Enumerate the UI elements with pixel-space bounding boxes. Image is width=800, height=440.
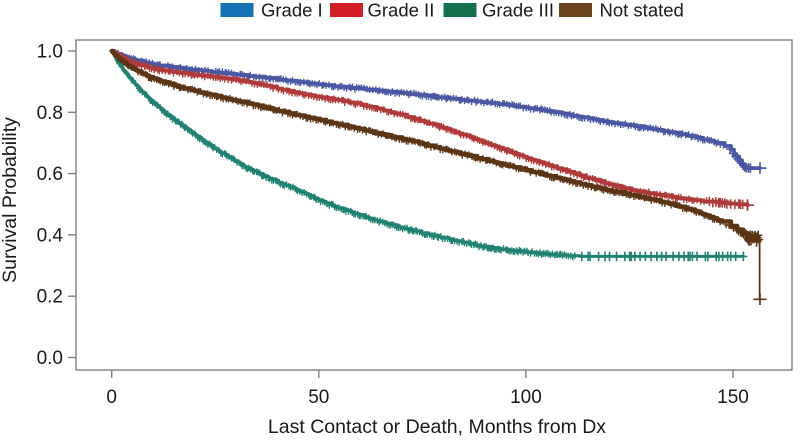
legend-label: Grade II (368, 0, 435, 21)
series-line (109, 49, 762, 170)
y-tick-label: 1.0 (37, 42, 63, 63)
censor-marks (115, 54, 739, 234)
censor-marks-tail (726, 144, 755, 173)
y-axis-title: Survival Probability (0, 117, 21, 283)
series-grade-iii (110, 49, 748, 262)
x-tick-label: 100 (510, 387, 542, 408)
censor-marks-tail (705, 196, 747, 210)
y-tick-label: 0.6 (37, 164, 63, 185)
series-not-stated (109, 48, 767, 305)
legend-item-grade-i: Grade I (220, 0, 323, 21)
legend-item-grade-iii: Grade III (443, 0, 554, 21)
censor-marks (115, 51, 709, 205)
series-grade-i (109, 49, 767, 174)
y-tick-label: 0.4 (37, 225, 64, 246)
plot-frame (75, 39, 793, 371)
legend-item-not-stated: Not stated (559, 0, 684, 21)
y-tick-label: 0.2 (37, 287, 63, 308)
legend-label: Grade III (482, 0, 554, 21)
censor-marks (113, 52, 577, 261)
legend-item-grade-ii: Grade II (330, 0, 434, 21)
x-tick-label: 50 (308, 387, 329, 408)
censor-marks (115, 49, 726, 149)
series-line (110, 49, 745, 258)
legend: Grade I Grade II Grade III Not stated (220, 0, 684, 21)
legend-swatch (443, 3, 477, 17)
censor-mark-final (753, 162, 767, 174)
y-tick-label: 0.0 (37, 348, 63, 369)
legend-label: Not stated (600, 0, 684, 21)
censor-marks-tail (734, 225, 764, 247)
x-axis-title: Last Contact or Death, Months from Dx (268, 416, 606, 438)
legend-label: Grade I (261, 0, 323, 21)
censor-mark-final (741, 199, 754, 211)
legend-swatch (220, 3, 254, 17)
y-tick-label: 0.8 (37, 103, 63, 124)
legend-swatch (559, 3, 592, 17)
legend-swatch (330, 3, 363, 17)
censor-marks-tail (577, 251, 748, 262)
x-tick-label: 0 (106, 387, 117, 408)
x-tick-label: 150 (717, 387, 749, 408)
